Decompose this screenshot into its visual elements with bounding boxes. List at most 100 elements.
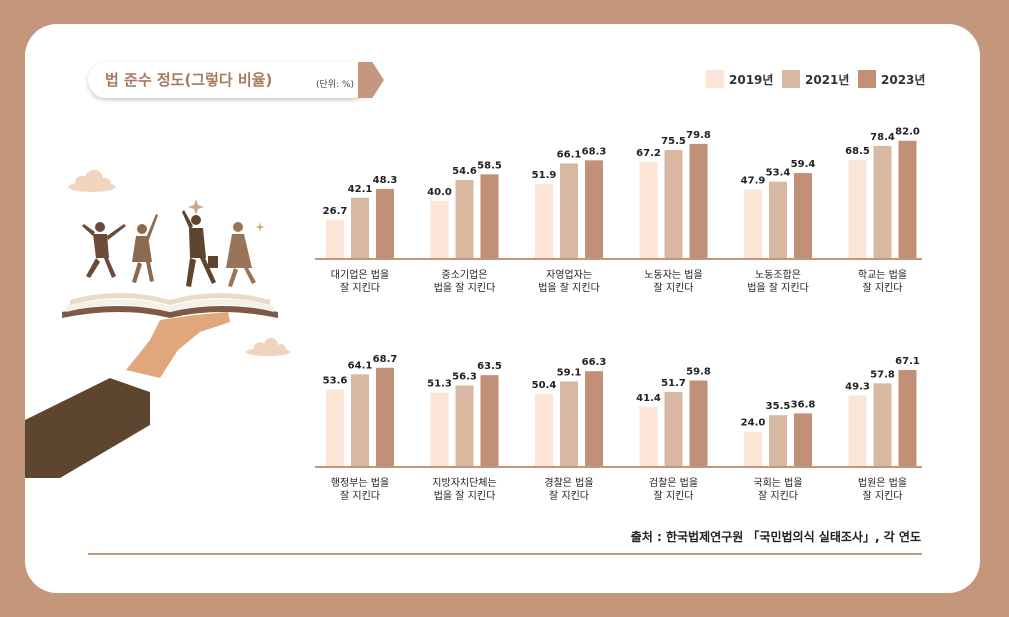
value-label-5-2021년: 53.4	[766, 168, 791, 179]
bar-8-2021년	[455, 385, 474, 466]
bar-6-2019년	[848, 160, 867, 258]
category-label-5-line-2: 법을 잘 지킨다	[747, 282, 809, 294]
value-label-2-2023년: 58.5	[477, 160, 502, 171]
value-label-2-2019년: 40.0	[427, 187, 452, 198]
bar-2-2021년	[455, 179, 474, 258]
category-label-9-line-1: 경찰은 법을	[544, 476, 593, 489]
value-label-12-2021년: 57.8	[870, 369, 895, 380]
category-label-2-line-2: 법을 잘 지킨다	[434, 282, 496, 294]
bar-6-2021년	[873, 145, 892, 258]
bar-12-2021년	[873, 383, 892, 466]
category-label-11-line-1: 국회는 법을	[753, 477, 802, 489]
bar-5-2023년	[794, 173, 812, 258]
value-label-7-2019년: 53.6	[323, 375, 348, 386]
bar-10-2023년	[689, 380, 708, 466]
category-label-6-line-1: 학교는 법을	[858, 269, 907, 281]
bar-7-2023년	[376, 367, 394, 466]
bar-9-2021년	[560, 381, 578, 466]
bar-10-2021년	[664, 392, 683, 466]
value-label-3-2023년: 68.3	[582, 146, 607, 157]
category-label-1-line-2: 잘 지킨다	[340, 282, 380, 294]
category-label-8-line-2: 법을 잘 지킨다	[434, 490, 496, 502]
legend-item-2023: 2023년	[858, 70, 925, 88]
bar-5-2021년	[769, 181, 787, 258]
value-label-4-2021년: 75.5	[661, 136, 686, 147]
page-title: 법 준수 정도(그렇다 비율)	[105, 71, 273, 89]
value-label-3-2019년: 51.9	[532, 170, 557, 181]
bar-8-2023년	[480, 375, 499, 466]
bar-7-2019년	[326, 389, 344, 466]
value-label-6-2021년: 78.4	[870, 132, 895, 143]
bar-2-2019년	[430, 200, 449, 258]
value-label-6-2023년: 82.0	[895, 127, 920, 138]
value-label-11-2023년: 36.8	[791, 399, 816, 410]
value-label-4-2019년: 67.2	[636, 148, 661, 159]
legend-label-2023: 2023년	[881, 72, 926, 87]
bar-12-2023년	[898, 370, 917, 466]
value-label-8-2023년: 63.5	[477, 361, 502, 372]
dancing-people-icon	[82, 210, 256, 287]
legend-label-2021: 2021년	[805, 72, 850, 87]
category-label-7-line-2: 잘 지킨다	[340, 490, 380, 502]
bar-3-2021년	[560, 163, 578, 258]
bar-4-2023년	[689, 143, 708, 258]
value-label-9-2021년: 59.1	[557, 367, 582, 378]
category-label-9-line-2: 잘 지킨다	[549, 490, 589, 502]
bar-2-2023년	[480, 174, 499, 258]
cloud-icon	[68, 170, 116, 192]
bar-10-2019년	[639, 406, 658, 466]
hand-icon	[25, 312, 230, 478]
value-label-12-2023년: 67.1	[895, 356, 920, 367]
value-label-12-2019년: 49.3	[845, 382, 870, 393]
category-label-7-line-1: 행정부는 법을	[331, 477, 389, 489]
category-label-8-line-1: 지방자치단체는	[432, 477, 496, 489]
bar-6-2023년	[898, 140, 917, 258]
bar-4-2021년	[664, 150, 683, 258]
category-label-12-line-2: 잘 지킨다	[863, 490, 903, 502]
value-label-9-2023년: 66.3	[582, 357, 607, 368]
category-label-4-line-1: 노동자는 법을	[644, 269, 702, 281]
cloud-icon-small	[246, 338, 290, 356]
bar-5-2019년	[744, 189, 762, 258]
value-label-10-2023년: 59.8	[686, 366, 711, 377]
illustration	[25, 170, 290, 478]
category-label-5-line-1: 노동조합은	[755, 269, 801, 281]
bar-11-2023년	[794, 413, 812, 466]
value-label-8-2019년: 51.3	[427, 379, 452, 390]
category-label-1-line-1: 대기업은 법을	[331, 268, 389, 281]
category-label-10-line-2: 잘 지킨다	[654, 490, 694, 502]
category-label-3-line-2: 법을 잘 지킨다	[538, 282, 600, 294]
category-label-6-line-2: 잘 지킨다	[863, 282, 903, 294]
value-label-3-2021년: 66.1	[557, 149, 582, 160]
bar-11-2019년	[744, 431, 762, 466]
value-label-4-2023년: 79.8	[686, 130, 711, 141]
value-label-9-2019년: 50.4	[532, 380, 557, 391]
value-label-8-2021년: 56.3	[452, 371, 477, 382]
value-label-5-2023년: 59.4	[791, 159, 816, 170]
value-label-10-2021년: 51.7	[661, 378, 686, 389]
value-label-5-2019년: 47.9	[741, 176, 766, 187]
legend-swatch-2023	[858, 70, 876, 88]
bottom-divider	[88, 553, 922, 555]
bar-3-2019년	[535, 183, 553, 258]
source-note: 출처 : 한국법제연구원 「국민법의식 실태조사」, 각 연도	[630, 530, 921, 544]
value-label-7-2023년: 68.7	[373, 354, 398, 365]
legend-item-2019: 2019년	[706, 70, 773, 88]
legend-swatch-2021	[782, 70, 800, 88]
bar-1-2021년	[351, 197, 369, 258]
unit-label: (단위: %)	[316, 80, 355, 90]
category-label-2-line-1: 중소기업은	[442, 268, 488, 281]
bar-9-2019년	[535, 393, 553, 466]
bar-3-2023년	[585, 160, 603, 258]
value-label-10-2019년: 41.4	[636, 393, 661, 404]
open-book-icon	[62, 293, 278, 318]
value-label-1-2023년: 48.3	[373, 175, 398, 186]
value-label-6-2019년: 68.5	[845, 146, 870, 157]
bar-1-2019년	[326, 219, 344, 258]
category-label-12-line-1: 법원은 법을	[858, 477, 907, 489]
bar-7-2021년	[351, 374, 369, 466]
value-label-1-2019년: 26.7	[323, 206, 348, 217]
bars-layer: 26.742.148.3 대기업은 법을잘 지킨다 40.054.658.5 중소기업…	[315, 127, 922, 502]
value-label-7-2021년: 64.1	[348, 360, 373, 371]
